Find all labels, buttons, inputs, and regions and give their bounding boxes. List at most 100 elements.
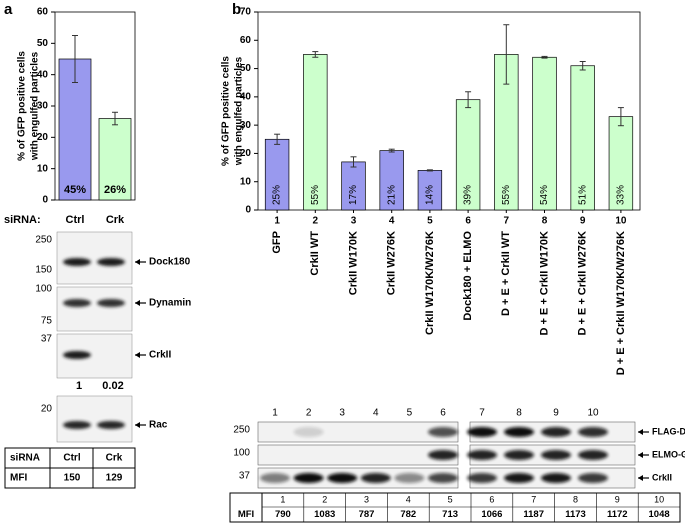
error-bar xyxy=(112,111,118,126)
table-header-cell: 5 xyxy=(448,494,453,504)
table-header-cell: 7 xyxy=(531,494,536,504)
lane-number: 2 xyxy=(313,216,319,227)
x-tick-label: Ctrl xyxy=(66,214,85,226)
x-tick-label: CrkII W170K/W276K xyxy=(424,231,436,335)
blot-band xyxy=(541,427,571,437)
blot-label: Rac xyxy=(149,420,168,431)
table-cell: 1172 xyxy=(607,509,628,520)
x-tick-label: CrkII W276K xyxy=(386,231,398,295)
y-tick-label: 50 xyxy=(37,38,49,49)
lane-number: 7 xyxy=(479,408,485,419)
blot-band xyxy=(504,473,534,483)
lane-number: 10 xyxy=(615,216,627,227)
y-axis-label: with engulfed particles xyxy=(234,56,245,166)
lane-number: 7 xyxy=(504,216,510,227)
value-label: 17% xyxy=(348,185,359,205)
blot-label: CrkII xyxy=(149,350,171,361)
blot-label: CrkII xyxy=(652,472,672,482)
error-bar xyxy=(312,51,319,58)
x-tick-label: Dock180 + ELMO xyxy=(462,231,474,321)
value-label: 33% xyxy=(616,185,627,205)
value-label: 51% xyxy=(577,185,588,205)
blot-band xyxy=(428,450,458,460)
blot-band xyxy=(428,427,458,437)
table-header-cell: 1 xyxy=(280,494,285,504)
mw-marker: 75 xyxy=(41,316,53,327)
blot-band xyxy=(504,450,534,460)
value-label: 14% xyxy=(425,185,436,205)
lane-number: 1 xyxy=(272,408,278,419)
table-header-cell: 10 xyxy=(654,494,664,504)
y-axis-label: % of GFP positive cells xyxy=(17,51,28,161)
y-tick-label: 30 xyxy=(240,120,252,131)
blot-band xyxy=(63,351,91,359)
blot-band xyxy=(63,299,91,307)
table: siRNA Ctrl Crk MFI 150 129 xyxy=(4,447,136,489)
error-bar xyxy=(617,107,624,127)
blot-band xyxy=(578,450,608,460)
error-bar xyxy=(541,55,548,59)
y-tick-label: 20 xyxy=(37,132,49,143)
blot-band xyxy=(504,427,534,437)
value-label: 55% xyxy=(310,185,321,205)
x-tick-label: Crk xyxy=(106,214,125,226)
arrow-head xyxy=(135,259,140,265)
blot-label: FLAG-Dock xyxy=(652,426,685,436)
error-bar xyxy=(579,61,586,71)
mw-marker: 37 xyxy=(41,334,53,345)
lane-number: 8 xyxy=(516,408,522,419)
error-bar xyxy=(72,35,78,83)
table-cell: MFI xyxy=(10,473,27,484)
value-label: 55% xyxy=(501,185,512,205)
blot-band xyxy=(467,473,497,483)
x-tick-label: D + E + CrkII W170K/W276K xyxy=(615,231,627,375)
quant-label: 0.02 xyxy=(102,380,123,392)
blot-band xyxy=(467,427,497,437)
y-tick-label: 50 xyxy=(240,63,252,74)
lane-number: 6 xyxy=(440,408,446,419)
table-header-cell: 8 xyxy=(573,494,578,504)
table-cell: siRNA xyxy=(10,453,40,464)
lane-number: 4 xyxy=(389,216,395,227)
lane-number: 2 xyxy=(306,408,312,419)
value-label: 25% xyxy=(272,185,283,205)
value-label: 26% xyxy=(104,184,126,196)
lane-number: 9 xyxy=(580,216,586,227)
y-tick-label: 10 xyxy=(37,163,49,174)
blot-band xyxy=(327,473,358,483)
table-cell: 1066 xyxy=(481,509,502,520)
lane-number: 3 xyxy=(351,216,357,227)
table-cell: 1187 xyxy=(523,509,544,520)
category-title: siRNA: xyxy=(4,214,41,226)
y-tick-label: 40 xyxy=(240,91,252,102)
blot xyxy=(56,286,133,332)
y-tick-label: 20 xyxy=(240,148,252,159)
table-cell: 129 xyxy=(106,473,123,484)
blot-band xyxy=(97,258,125,266)
mw-marker: 250 xyxy=(35,235,52,246)
blot-band xyxy=(467,450,497,460)
blot-band xyxy=(293,473,324,483)
lane-number: 5 xyxy=(407,408,413,419)
blot-band xyxy=(63,421,91,429)
lane-number: 1 xyxy=(274,216,280,227)
blot xyxy=(56,395,133,443)
value-label: 45% xyxy=(64,184,86,196)
blot-band xyxy=(293,427,324,437)
error-bar xyxy=(274,133,281,145)
table-header-cell: 4 xyxy=(406,494,411,504)
y-axis-label: % of GFP positive cells xyxy=(221,56,232,166)
lane-number: 3 xyxy=(339,408,345,419)
value-label: 21% xyxy=(386,185,397,205)
table-cell: 1173 xyxy=(565,509,586,520)
table-cell: 713 xyxy=(442,509,458,520)
error-bar xyxy=(388,148,395,153)
x-tick-label: CrkII WT xyxy=(309,231,321,276)
table-cell: MFI xyxy=(238,509,254,520)
table-header-cell: 2 xyxy=(322,494,327,504)
blot-band xyxy=(63,258,91,266)
lane-number: 9 xyxy=(553,408,559,419)
table-header-cell: 6 xyxy=(489,494,494,504)
table-cell: 790 xyxy=(275,509,291,520)
table-cell: 150 xyxy=(64,473,81,484)
